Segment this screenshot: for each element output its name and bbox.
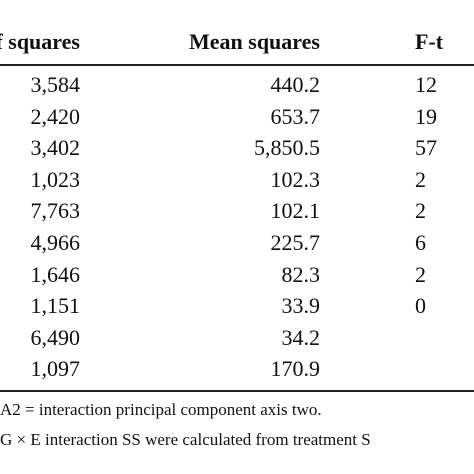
- footnote: G × E interaction SS were calculated fro…: [0, 430, 371, 449]
- table-cell: 33.9: [281, 293, 321, 319]
- table-cell: 2: [415, 261, 426, 287]
- table-cell: 1,151: [30, 293, 81, 319]
- bottom-rule: [0, 390, 474, 392]
- table-cell: 6,490: [30, 324, 81, 350]
- table-cell: 3,584: [30, 72, 81, 97]
- table-cell: 170.9: [270, 356, 321, 382]
- table-cell: 1,097: [30, 356, 81, 382]
- table-cell: 440.2: [270, 72, 321, 97]
- table-cell: 2,420: [30, 103, 81, 129]
- table-cell: 4,966: [30, 230, 81, 255]
- table-cell: 1,023: [30, 166, 81, 192]
- table-cell: 7,763: [30, 198, 81, 224]
- table-cell: 225.7: [270, 230, 321, 255]
- table-cell: 0: [415, 293, 426, 319]
- table-cell: 5,850.5: [254, 135, 320, 161]
- column-header: of squares: [0, 29, 80, 54]
- table-cell: 1,646: [30, 261, 81, 287]
- column-header: Mean squares: [189, 29, 320, 54]
- column-header: F-t: [415, 29, 444, 54]
- table-cell: 2: [415, 166, 426, 192]
- table-cell: 102.1: [270, 198, 321, 224]
- table-cell: 19: [415, 103, 437, 129]
- table-cell: 6: [415, 230, 426, 255]
- header-rule: [0, 64, 474, 66]
- table-cell: 102.3: [270, 166, 321, 192]
- table-cell: 653.7: [270, 103, 321, 129]
- footnote: A2 = interaction principal component axi…: [0, 400, 322, 419]
- table-cell: 57: [415, 135, 437, 161]
- table-cell: 82.3: [281, 261, 321, 287]
- table-cell: 12: [415, 72, 437, 97]
- table-cell: 3,402: [30, 135, 81, 161]
- table-cell: 34.2: [281, 324, 321, 350]
- table-cell: 2: [415, 198, 426, 224]
